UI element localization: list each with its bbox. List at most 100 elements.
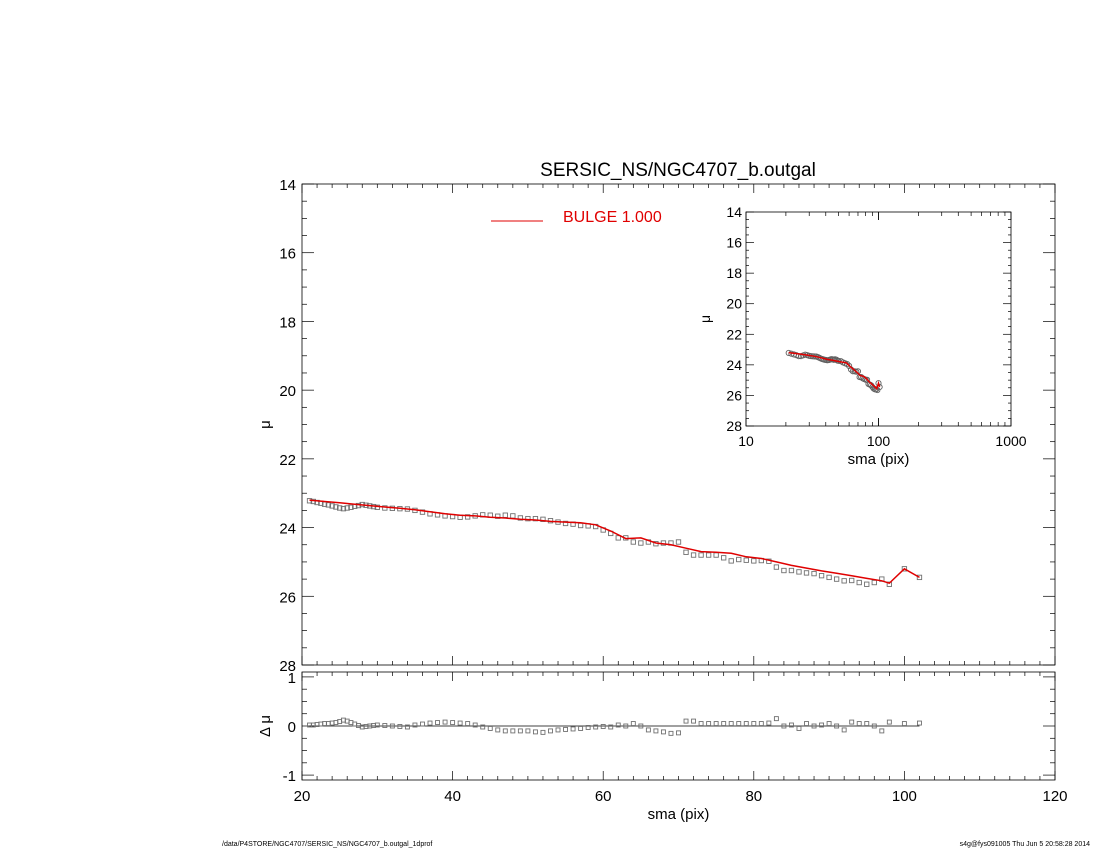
data-point <box>510 513 516 519</box>
residual-point <box>773 716 779 722</box>
data-point <box>355 502 362 509</box>
data-point <box>781 567 787 574</box>
x-axis-label: sma (pix) <box>848 451 910 468</box>
x-tick-label: 40 <box>444 788 461 805</box>
data-point <box>532 515 539 522</box>
residual-point <box>638 723 644 729</box>
residual-point <box>758 721 764 726</box>
y-tick-label: -1 <box>283 768 296 785</box>
y-axis-label: Δ μ <box>257 715 274 737</box>
y-tick-label: 16 <box>279 246 296 263</box>
data-point <box>743 557 749 563</box>
residual-point <box>871 723 877 729</box>
data-point <box>826 574 832 581</box>
residual-point <box>427 720 433 726</box>
residual-point <box>510 728 516 734</box>
residual-point <box>645 727 651 733</box>
data-point <box>916 574 923 581</box>
data-point <box>382 505 388 511</box>
data-point <box>796 569 802 575</box>
residual-point <box>389 723 395 729</box>
data-point <box>736 556 742 563</box>
data-point <box>864 376 871 383</box>
data-point <box>690 552 697 558</box>
residual-point <box>781 723 787 729</box>
y-axis-label: μ <box>257 420 274 429</box>
residual-point <box>751 721 757 726</box>
y-tick-label: 14 <box>279 177 296 194</box>
data-point <box>705 552 712 558</box>
residual-point <box>585 725 591 730</box>
footer-file-path: /data/P4STORE/NGC4707/SERSIC_NS/NGC4707_… <box>222 841 433 848</box>
data-point <box>844 361 851 368</box>
y-tick-label: 16 <box>726 235 742 251</box>
residual-point <box>856 721 862 726</box>
x-tick-label: 20 <box>294 788 311 805</box>
residual-point <box>495 727 501 733</box>
data-point <box>856 579 862 586</box>
data-point <box>846 362 853 369</box>
residual-point <box>819 722 825 728</box>
model-line <box>788 351 881 390</box>
residual-point <box>593 724 599 730</box>
residual-point <box>683 718 689 724</box>
residual-point <box>713 721 719 726</box>
residual-point <box>412 722 418 728</box>
data-point <box>803 570 810 576</box>
residual-point <box>917 720 922 726</box>
residual-point <box>691 718 697 724</box>
y-tick-label: 18 <box>279 314 296 331</box>
y-tick-label: 22 <box>726 326 742 342</box>
residual-point <box>834 723 840 729</box>
x-tick-label: 60 <box>595 788 612 805</box>
residual-point <box>540 729 546 735</box>
data-point <box>683 549 689 555</box>
residual-point <box>901 721 907 726</box>
data-point <box>525 515 531 522</box>
residual-point <box>721 721 727 726</box>
residual-point <box>879 728 885 734</box>
data-point <box>721 555 727 561</box>
x-axis-label: sma (pix) <box>648 806 710 823</box>
residual-point <box>653 728 659 734</box>
data-point <box>713 552 719 558</box>
chart-title: SERSIC_NS/NGC4707_b.outgal <box>540 160 816 181</box>
residual-point <box>864 721 870 726</box>
data-point <box>374 504 380 510</box>
residual-point <box>668 730 674 736</box>
main-panel: 14 16 18 20 22 24 26 28 μ BULGE 1.000 <box>257 177 1056 675</box>
data-point <box>773 564 780 570</box>
data-point <box>833 576 840 582</box>
residual-point <box>811 723 817 729</box>
data-point <box>864 581 870 587</box>
residual-point <box>804 721 809 726</box>
residual-point <box>743 721 749 726</box>
footer-timestamp: s4g@fys091005 Thu Jun 5 20:58:28 2014 <box>959 841 1090 848</box>
residual-point <box>623 723 629 729</box>
data-point <box>419 509 426 515</box>
data-point <box>811 570 817 577</box>
residual-point <box>457 720 463 726</box>
residual-point <box>374 722 380 728</box>
y-tick-label: 0 <box>288 719 296 736</box>
data-point <box>886 581 892 587</box>
x-tick-label: 120 <box>1042 788 1067 805</box>
data-point <box>325 502 332 508</box>
residual-point <box>465 721 471 726</box>
y-tick-label: 20 <box>279 383 296 400</box>
y-tick-label: 26 <box>279 589 296 606</box>
residual-point <box>849 719 855 725</box>
residual-point <box>397 724 403 729</box>
x-tick-label: 80 <box>745 788 762 805</box>
residual-point <box>789 722 794 728</box>
residual-point <box>841 727 847 733</box>
y-tick-label: 22 <box>279 452 296 469</box>
data-point <box>615 535 621 541</box>
residual-point <box>766 720 772 726</box>
data-point <box>502 512 508 518</box>
residual-point <box>532 729 538 735</box>
residual-point <box>548 728 553 734</box>
residual-point <box>728 721 734 726</box>
